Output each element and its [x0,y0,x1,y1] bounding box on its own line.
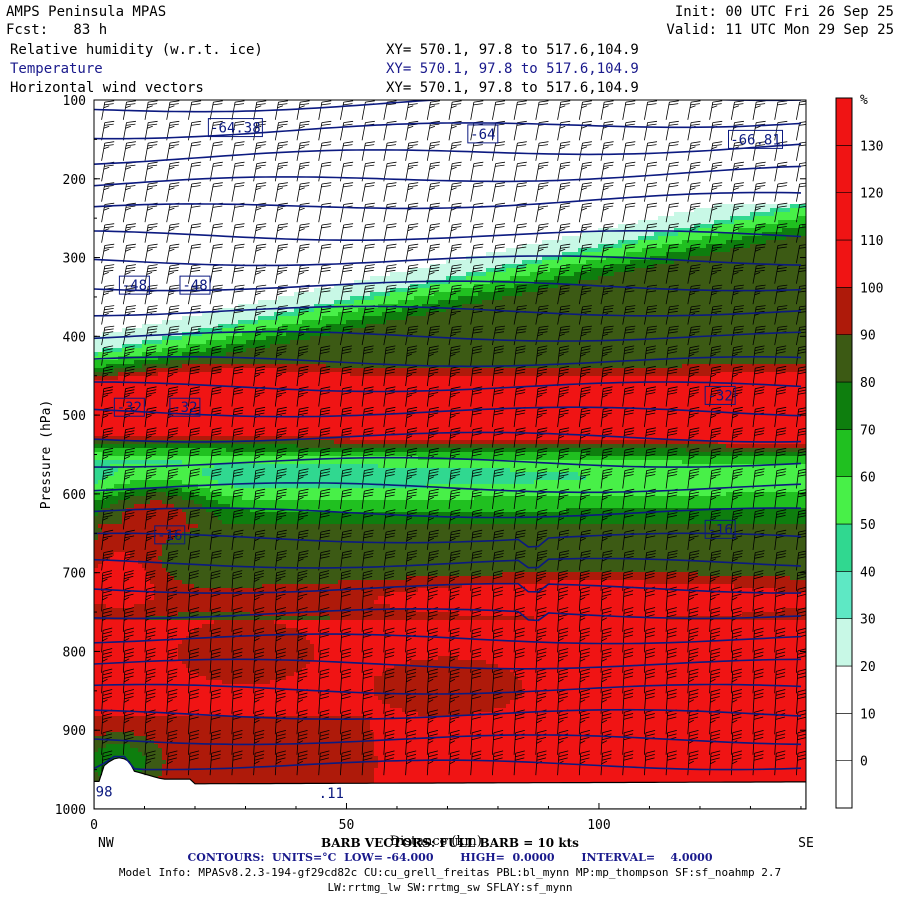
colorbar-label-0: 0 [860,755,868,770]
colorbar-label-3: 30 [860,613,876,628]
y-tick-label-2: 300 [63,252,86,267]
x-tick-label-1: 50 [339,818,355,833]
colorbar-bin-3 [836,619,852,666]
colorbar-bin-14 [836,98,852,145]
contour-label-7: -32 [708,388,733,404]
colorbar-label-11: 110 [860,234,883,249]
colorbar-label-6: 60 [860,471,876,486]
physics-info: LW:rrtmg_lw SW:rrtmg_sw SFLAY:sf_mynn [0,881,900,894]
contour-label-11: .11 [319,786,344,802]
y-tick-label-6: 700 [63,567,86,582]
y-tick-label-9: 1000 [55,803,86,818]
colorbar-label-8: 80 [860,376,876,391]
colorbar-label-7: 70 [860,423,876,438]
model-info: Model Info: MPASv8.2.3-194-gf29cd82c CU:… [0,866,900,879]
y-tick-label-5: 600 [63,488,86,503]
contour-label-4: -48 [182,278,207,294]
colorbar-bin-6 [836,477,852,524]
y-tick-label-4: 500 [63,409,86,424]
colorbar-bin-5 [836,524,852,571]
colorbar-bin-9 [836,335,852,382]
y-tick-label-1: 200 [63,173,86,188]
colorbar-label-13: 130 [860,139,883,154]
colorbar-bin-13 [836,145,852,192]
colorbar-label-5: 50 [860,518,876,533]
y-axis-title: Pressure (hPa) [39,400,54,510]
colorbar-bin-10 [836,287,852,334]
colorbar-bin-0 [836,761,852,808]
colorbar-label-10: 100 [860,281,883,296]
x-tick-label-2: 100 [587,818,610,833]
contour-label-5: -32 [117,400,142,416]
contour-label-10: 98 [96,785,113,801]
colorbar-label-4: 40 [860,565,876,580]
y-tick-label-8: 900 [63,724,86,739]
colorbar-bin-12 [836,193,852,240]
y-tick-label-3: 400 [63,330,86,345]
barb-legend: BARB VECTORS: FULL BARB = 10 kts [0,836,900,850]
contour-label-1: -64 [470,127,495,143]
colorbar-bin-11 [836,240,852,287]
colorbar-bin-8 [836,382,852,429]
contour-label-2: -66.81 [730,132,781,148]
colorbar-bin-4 [836,571,852,618]
colorbar-bin-7 [836,429,852,476]
colorbar-bin-2 [836,666,852,713]
contour-label-3: -48 [122,278,147,294]
colorbar-label-1: 10 [860,707,876,722]
contour-label-9: -16 [708,522,733,538]
low-mark-0: L [711,107,720,125]
y-tick-label-7: 800 [63,645,86,660]
colorbar-label-12: 120 [860,187,883,202]
colorbar-bin-1 [836,713,852,760]
colorbar-unit: % [860,93,868,108]
contour-label-8: -16 [157,528,182,544]
contour-legend: CONTOURS: UNITS=°C LOW= -64.000 HIGH= 0.… [0,851,900,864]
y-tick-label-0: 100 [63,94,86,109]
colorbar-label-9: 90 [860,329,876,344]
contour-label-0: -64.38 [210,121,261,137]
rh-fill-layer [94,100,806,812]
colorbar-label-2: 20 [860,660,876,675]
x-tick-label-0: 0 [90,818,98,833]
contour-label-6: -32 [172,400,197,416]
colorbar: 0 10 20 30 40 50 60 70 80 90 100 110 120 130% [836,93,883,808]
